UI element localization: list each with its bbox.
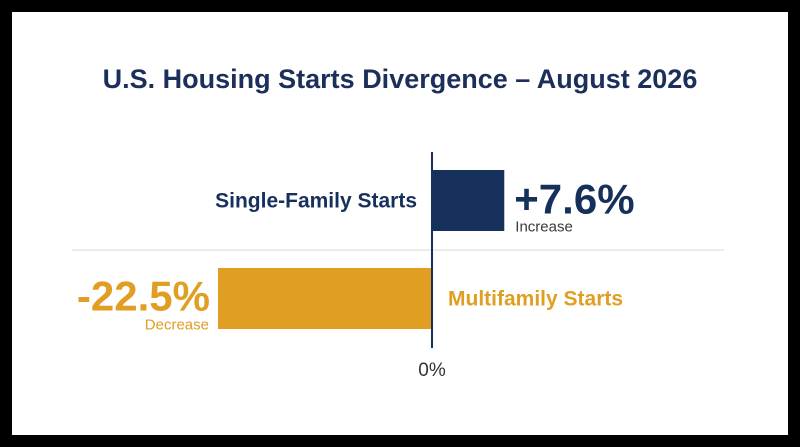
value-label-single-family: +7.6% (514, 176, 634, 223)
category-label-single-family: Single-Family Starts (215, 190, 417, 213)
change-label-multifamily: Decrease (145, 317, 209, 334)
value-label-multifamily: -22.5% (77, 273, 210, 320)
category-label-multifamily: Multifamily Starts (448, 288, 623, 311)
bar-multifamily (218, 268, 432, 329)
zero-tick-label: 0% (418, 360, 446, 381)
chart-card: U.S. Housing Starts Divergence – August … (12, 12, 788, 435)
chart-title: U.S. Housing Starts Divergence – August … (102, 64, 698, 94)
change-label-single-family: Increase (515, 219, 573, 236)
bar-single-family (432, 170, 505, 231)
